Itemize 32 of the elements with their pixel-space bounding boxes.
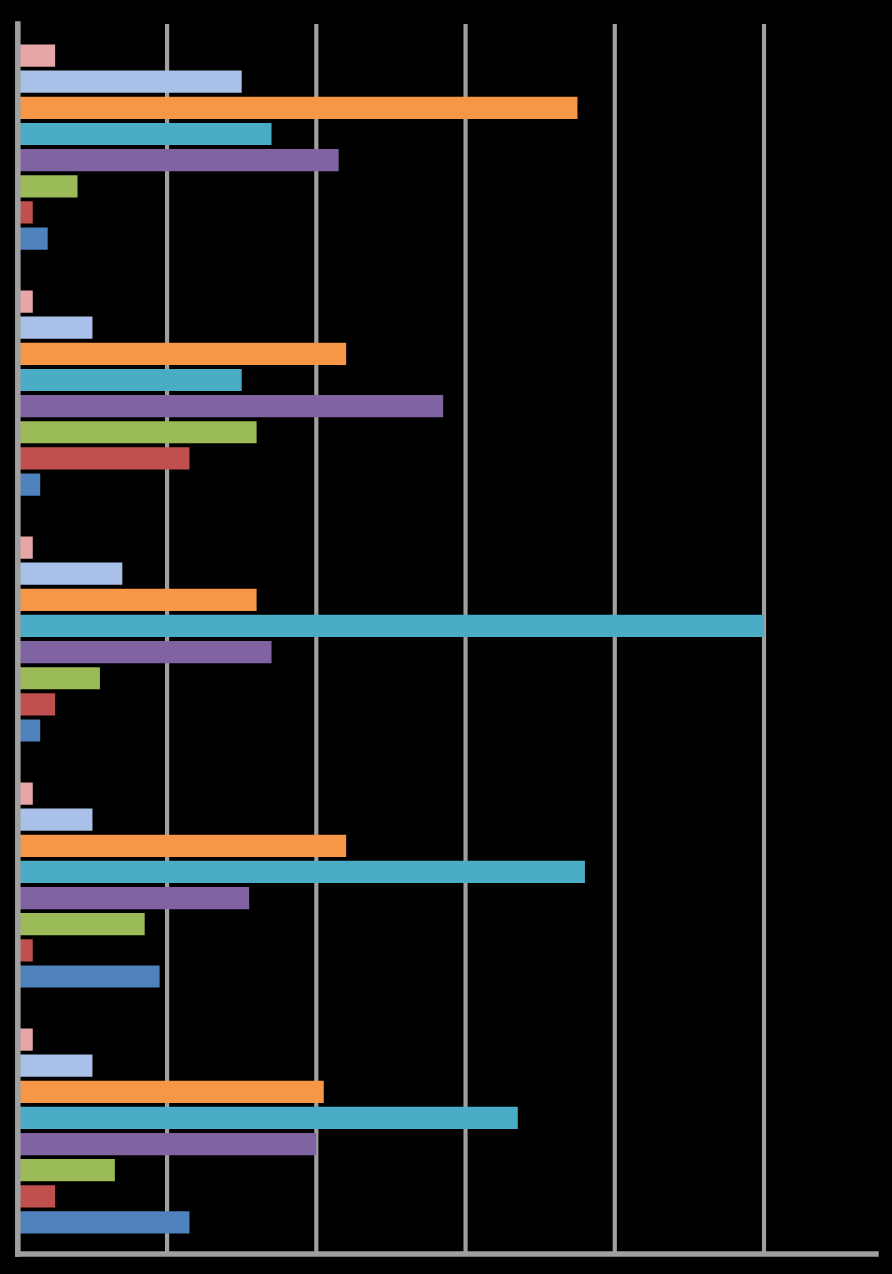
- bar: [17, 588, 257, 611]
- bar: [17, 122, 272, 146]
- bar: [17, 562, 123, 585]
- bar: [17, 1185, 56, 1208]
- bar: [17, 44, 56, 67]
- bar: [17, 1159, 115, 1182]
- bar: [17, 1132, 317, 1156]
- bar: [17, 641, 272, 664]
- bar: [17, 913, 145, 936]
- bar: [17, 1080, 324, 1103]
- bar: [17, 1054, 93, 1077]
- bar: [17, 667, 100, 690]
- bar: [17, 1211, 190, 1234]
- bar: [17, 1106, 518, 1130]
- bar: [17, 368, 242, 392]
- bar: [17, 421, 257, 444]
- bar: [17, 149, 339, 172]
- bar: [17, 70, 242, 93]
- bar: [17, 834, 347, 857]
- bar: [17, 965, 160, 988]
- bar: [17, 316, 93, 339]
- bar: [17, 808, 93, 831]
- bar: [17, 342, 347, 365]
- bar: [17, 860, 585, 884]
- bar: [17, 395, 444, 418]
- bar: [17, 227, 48, 250]
- bar: [17, 175, 78, 198]
- bar: [17, 614, 765, 638]
- bar: [17, 447, 190, 470]
- bar: [17, 96, 578, 119]
- bar: [17, 693, 56, 716]
- bar: [17, 886, 250, 910]
